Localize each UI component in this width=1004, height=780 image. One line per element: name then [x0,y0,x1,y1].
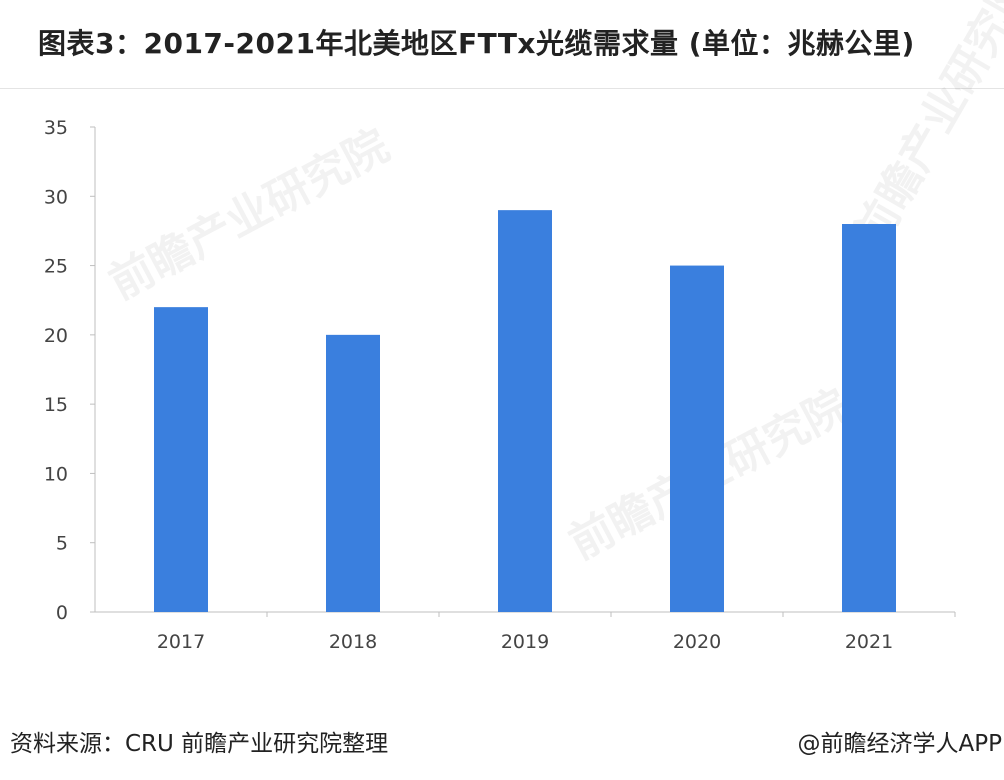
brand-credit: @前瞻经济学人APP [797,731,1002,757]
x-tick-label: 2019 [501,631,549,653]
x-tick-label: 2018 [329,631,377,653]
bar-2020 [670,265,724,612]
y-tick-label: 15 [44,394,68,416]
y-tick-label: 25 [44,256,68,278]
y-tick-label: 20 [44,325,68,347]
watermark-text: 前瞻产业研究院 [845,0,1004,256]
y-tick-label: 0 [56,602,68,624]
bar-2018 [326,334,380,612]
watermark-text: 前瞻产业研究院 [101,120,397,310]
y-tick-label: 5 [56,533,68,555]
x-tick-label: 2021 [845,631,893,653]
bar-2019 [498,210,552,612]
source-note: 资料来源：CRU 前瞻产业研究院整理 [10,731,389,757]
bar-2021 [842,224,896,612]
bar-chart: 前瞻产业研究院前瞻产业研究院前瞻产业研究院0510152025303520172… [44,0,1004,653]
chart-title: 图表3：2017-2021年北美地区FTTx光缆需求量 (单位：兆赫公里) [38,27,915,60]
y-tick-label: 30 [44,186,68,208]
x-tick-label: 2020 [673,631,721,653]
x-tick-label: 2017 [157,631,205,653]
y-tick-label: 35 [44,117,68,139]
bar-2017 [154,307,208,612]
title-divider [0,88,1004,89]
y-tick-label: 10 [44,463,68,485]
